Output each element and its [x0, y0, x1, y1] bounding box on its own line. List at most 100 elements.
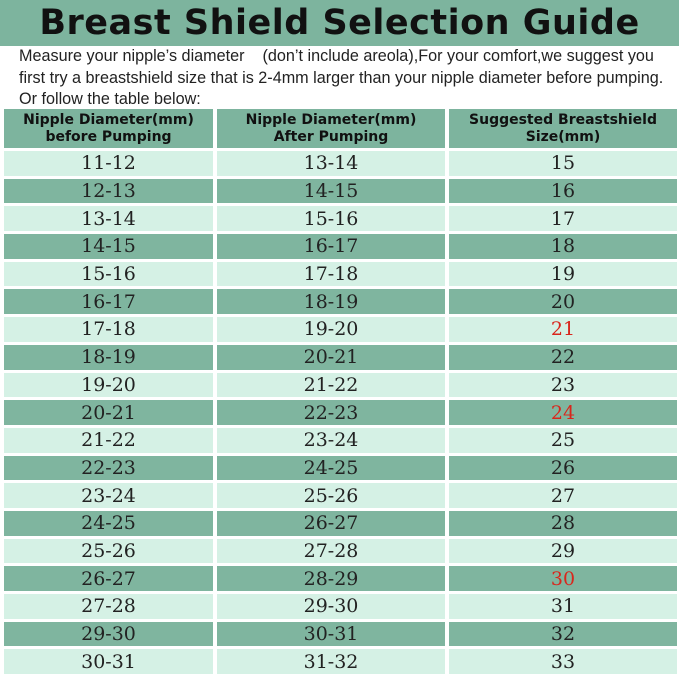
before-pumping-cell: 27-28 [2, 593, 215, 621]
header-before-pumping: Nipple Diameter(mm) before Pumping [2, 108, 215, 150]
cell-value: 18-19 [81, 346, 136, 369]
suggested-size-cell: 31 [447, 593, 679, 621]
table-row: 30-31 31-32 33 [2, 648, 679, 677]
cell-value: 15-16 [81, 263, 136, 286]
table-row: 19-20 21-22 23 [2, 371, 679, 400]
cell-value: 20-21 [81, 401, 136, 424]
before-pumping-cell: 25-26 [2, 537, 215, 566]
cell-value: 23 [550, 373, 576, 396]
table-row: 16-17 18-19 20 [2, 288, 679, 317]
cell-value: 15-16 [303, 207, 359, 230]
cell-value: 26-27 [81, 567, 136, 590]
cell-value: 14-15 [81, 235, 136, 258]
intro-line: Measure your nipple’s diameter (don’t in… [19, 47, 654, 65]
suggested-size-cell: 28 [447, 509, 679, 538]
cell-value: 21 [550, 318, 576, 341]
suggested-size-cell: 18 [447, 233, 679, 261]
after-pumping-cell: 24-25 [215, 454, 447, 483]
suggested-size-cell: 32 [447, 620, 679, 649]
cell-value: 26-27 [303, 512, 359, 535]
after-pumping-cell: 23-24 [215, 426, 447, 455]
before-pumping-cell: 21-22 [2, 426, 215, 455]
cell-value: 17-18 [303, 263, 359, 286]
cell-value: 19-20 [303, 318, 359, 341]
cell-value: 16-17 [81, 290, 136, 313]
table-row: 12-13 14-15 16 [2, 177, 679, 206]
cell-value: 16 [550, 180, 576, 203]
cell-value: 31-32 [303, 650, 359, 673]
cell-value: 13-14 [81, 207, 136, 230]
table-row: 20-21 22-23 24 [2, 399, 679, 427]
cell-value: 19-20 [81, 373, 136, 396]
after-pumping-cell: 29-30 [215, 593, 447, 621]
suggested-size-cell: 25 [447, 426, 679, 455]
suggested-size-cell: 29 [447, 537, 679, 566]
after-pumping-cell: 17-18 [215, 260, 447, 289]
before-pumping-cell: 24-25 [2, 509, 215, 538]
cell-value: 28-29 [303, 567, 359, 590]
table-row: 27-28 29-30 31 [2, 593, 679, 621]
after-pumping-cell: 30-31 [215, 620, 447, 649]
after-pumping-cell: 20-21 [215, 343, 447, 372]
after-pumping-cell: 16-17 [215, 233, 447, 261]
before-pumping-cell: 18-19 [2, 343, 215, 372]
suggested-size-cell: 22 [447, 343, 679, 372]
cell-value: 31 [550, 595, 576, 618]
table-row: 13-14 15-16 17 [2, 205, 679, 234]
cell-value: 11-12 [81, 152, 136, 175]
table-row: 22-23 24-25 26 [2, 454, 679, 483]
before-pumping-cell: 12-13 [2, 177, 215, 206]
cell-value: 24-25 [81, 512, 136, 535]
cell-value: 20-21 [303, 346, 359, 369]
cell-value: 27-28 [81, 595, 136, 618]
before-pumping-cell: 26-27 [2, 565, 215, 593]
table-row: 21-22 23-24 25 [2, 426, 679, 455]
cell-value: 25 [550, 429, 576, 452]
before-pumping-cell: 14-15 [2, 233, 215, 261]
cell-value: 19 [550, 263, 576, 286]
page-title: Breast Shield Selection Guide [0, 0, 679, 46]
suggested-size-cell: 30 [447, 565, 679, 593]
table-row: 14-15 16-17 18 [2, 233, 679, 261]
table-row: 24-25 26-27 28 [2, 509, 679, 538]
cell-value: 30-31 [303, 623, 359, 646]
intro-text: Measure your nipple’s diameter (don’t in… [19, 46, 679, 111]
cell-value: 27 [550, 484, 576, 507]
table-row: 25-26 27-28 29 [2, 537, 679, 566]
cell-value: 15 [550, 152, 576, 175]
before-pumping-cell: 16-17 [2, 288, 215, 317]
suggested-size-cell: 16 [447, 177, 679, 206]
suggested-size-cell: 23 [447, 371, 679, 400]
after-pumping-cell: 22-23 [215, 399, 447, 427]
cell-value: 25-26 [303, 484, 359, 507]
cell-value: 30-31 [81, 650, 136, 673]
cell-value: 21-22 [81, 429, 136, 452]
cell-value: 17 [550, 207, 576, 230]
cell-value: 23-24 [81, 484, 136, 507]
after-pumping-cell: 18-19 [215, 288, 447, 317]
before-pumping-cell: 17-18 [2, 316, 215, 344]
after-pumping-cell: 25-26 [215, 482, 447, 510]
before-pumping-cell: 30-31 [2, 648, 215, 677]
cell-value: 18 [550, 235, 576, 258]
table-row: 26-27 28-29 30 [2, 565, 679, 593]
suggested-size-cell: 24 [447, 399, 679, 427]
suggested-size-cell: 19 [447, 260, 679, 289]
before-pumping-cell: 15-16 [2, 260, 215, 289]
cell-value: 26 [550, 456, 576, 479]
cell-value: 29 [550, 539, 576, 562]
cell-value: 14-15 [303, 180, 359, 203]
header-after-pumping: Nipple Diameter(mm) After Pumping [215, 108, 447, 150]
suggested-size-cell: 20 [447, 288, 679, 317]
table-row: 11-12 13-14 15 [2, 150, 679, 178]
cell-value: 18-19 [303, 290, 359, 313]
cell-value: 24 [550, 401, 576, 424]
cell-value: 29-30 [303, 595, 359, 618]
table-row: 29-30 30-31 32 [2, 620, 679, 649]
after-pumping-cell: 27-28 [215, 537, 447, 566]
cell-value: 22-23 [303, 401, 359, 424]
suggested-size-cell: 26 [447, 454, 679, 483]
suggested-size-cell: 21 [447, 316, 679, 344]
cell-value: 22-23 [81, 456, 136, 479]
after-pumping-cell: 15-16 [215, 205, 447, 234]
